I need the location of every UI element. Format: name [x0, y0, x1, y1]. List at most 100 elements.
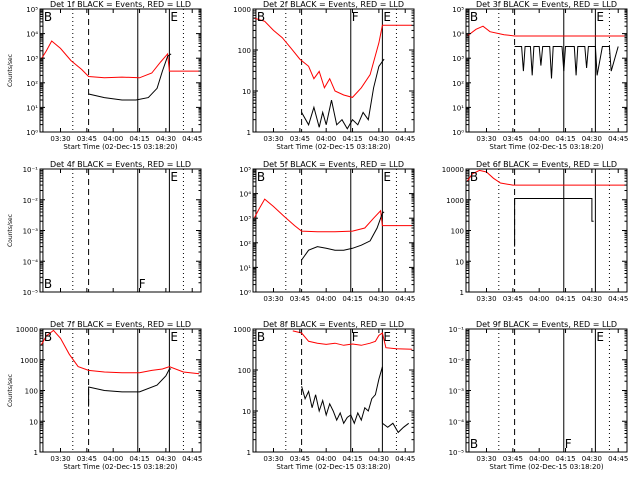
y-tick-label: 10⁰ — [452, 129, 464, 137]
x-tick-label: 04:30 — [582, 135, 602, 143]
y-tick-label: 1000 — [446, 197, 464, 205]
y-tick-label: 10³ — [26, 55, 38, 63]
chart-panel-4: Det 4f BLACK = Events, RED = LLD B F E 10⁻⁵ 1… — [7, 160, 202, 297]
y-tick-label: 10⁵ — [26, 6, 38, 14]
marker-label: E — [170, 170, 178, 184]
y-axis-label: Counts/sec — [7, 54, 14, 87]
marker-label: B — [470, 170, 478, 184]
y-tick-label: 10⁻⁴ — [23, 258, 39, 266]
marker-label: E — [596, 10, 604, 24]
x-tick-label: 04:15 — [555, 455, 575, 463]
x-tick-label: 04:00 — [529, 455, 549, 463]
y-axis-label: Counts/sec — [7, 214, 14, 247]
y-tick-label: 10² — [452, 80, 464, 88]
x-tick-label: 04:45 — [608, 295, 628, 303]
x-tick-label: 04:45 — [395, 135, 415, 143]
plot-area — [468, 329, 610, 452]
y-tick-label: 1000 — [233, 326, 251, 334]
series-line-lld — [253, 198, 413, 233]
x-tick-label: 03:45 — [290, 455, 310, 463]
y-tick-label: 10³ — [239, 215, 251, 223]
y-tick-label: 10⁻² — [23, 197, 39, 205]
x-tick-label: 03:45 — [503, 295, 523, 303]
y-tick-label: 10⁵ — [239, 166, 251, 174]
plot-area — [40, 9, 200, 132]
x-tick-label: 03:30 — [263, 295, 283, 303]
marker-label: B — [44, 10, 52, 24]
x-tick-label: 04:00 — [316, 295, 336, 303]
marker-label: F — [352, 10, 359, 24]
x-tick-label: 04:30 — [369, 295, 389, 303]
x-tick-label: 04:15 — [129, 455, 149, 463]
y-tick-label: 10¹ — [239, 264, 251, 272]
y-tick-label: 10⁻³ — [23, 228, 39, 236]
marker-label: F — [139, 277, 146, 291]
x-tick-label: 04:00 — [316, 455, 336, 463]
marker-label: B — [257, 170, 265, 184]
x-tick-label: 03:45 — [77, 455, 97, 463]
x-axis-label: Start Time (02-Dec-15 03:18:20) — [63, 143, 177, 151]
marker-label: E — [383, 10, 391, 24]
x-tick-label: 04:15 — [555, 295, 575, 303]
x-tick-label: 04:30 — [582, 295, 602, 303]
plot-frame — [39, 328, 202, 453]
y-tick-label: 1 — [247, 129, 251, 137]
y-axis-label: Counts/sec — [7, 374, 14, 407]
marker-label: E — [383, 330, 391, 344]
y-tick-label: 10⁰ — [26, 129, 38, 137]
y-tick-label: 1 — [34, 449, 38, 457]
plot-area — [40, 329, 200, 452]
x-tick-label: 03:30 — [476, 295, 496, 303]
marker-label: B — [470, 437, 478, 451]
plot-area — [42, 169, 184, 292]
y-tick-label: 10⁻⁴ — [449, 418, 465, 426]
x-tick-label: 03:30 — [50, 135, 70, 143]
y-tick-label: 10⁵ — [452, 6, 464, 14]
y-tick-label: 10⁴ — [239, 191, 251, 199]
series-line-lld — [466, 25, 626, 37]
x-tick-label: 03:45 — [290, 135, 310, 143]
x-tick-label: 04:30 — [369, 455, 389, 463]
x-tick-label: 04:30 — [156, 135, 176, 143]
x-tick-label: 04:00 — [103, 455, 123, 463]
marker-label: E — [170, 330, 178, 344]
y-tick-label: 100 — [238, 367, 251, 375]
y-tick-label: 10² — [239, 240, 251, 248]
chart-title: Det 3f BLACK = Events, RED = LLD — [476, 0, 617, 9]
plot-frame — [252, 328, 415, 453]
series-line-lld — [40, 40, 200, 79]
x-tick-label: 04:45 — [182, 135, 202, 143]
series-line-lld — [40, 329, 200, 375]
x-tick-label: 04:45 — [608, 455, 628, 463]
y-tick-label: 10⁻³ — [449, 388, 465, 396]
x-tick-label: 04:30 — [369, 135, 389, 143]
x-tick-label: 04:00 — [103, 135, 123, 143]
marker-label: B — [44, 330, 52, 344]
series-line-lld — [292, 330, 413, 350]
plot-area — [255, 329, 413, 452]
x-tick-label: 03:30 — [263, 455, 283, 463]
plot-frame — [465, 8, 628, 133]
x-tick-label: 04:15 — [342, 135, 362, 143]
y-tick-label: 100 — [238, 47, 251, 55]
plot-frame — [252, 168, 415, 293]
y-tick-label: 10⁴ — [26, 31, 38, 39]
plot-frame — [465, 168, 628, 293]
y-tick-label: 100 — [451, 228, 464, 236]
x-tick-label: 03:30 — [476, 135, 496, 143]
y-tick-label: 10⁴ — [452, 31, 464, 39]
x-axis-label: Start Time (02-Dec-15 03:18:20) — [489, 463, 603, 471]
x-tick-label: 04:00 — [529, 295, 549, 303]
series-line-events — [514, 198, 594, 247]
y-tick-label: 10⁻¹ — [449, 326, 465, 334]
series-line-events — [301, 366, 410, 434]
x-axis-label: Start Time (02-Dec-15 03:18:20) — [276, 463, 390, 471]
x-tick-label: 03:45 — [77, 135, 97, 143]
